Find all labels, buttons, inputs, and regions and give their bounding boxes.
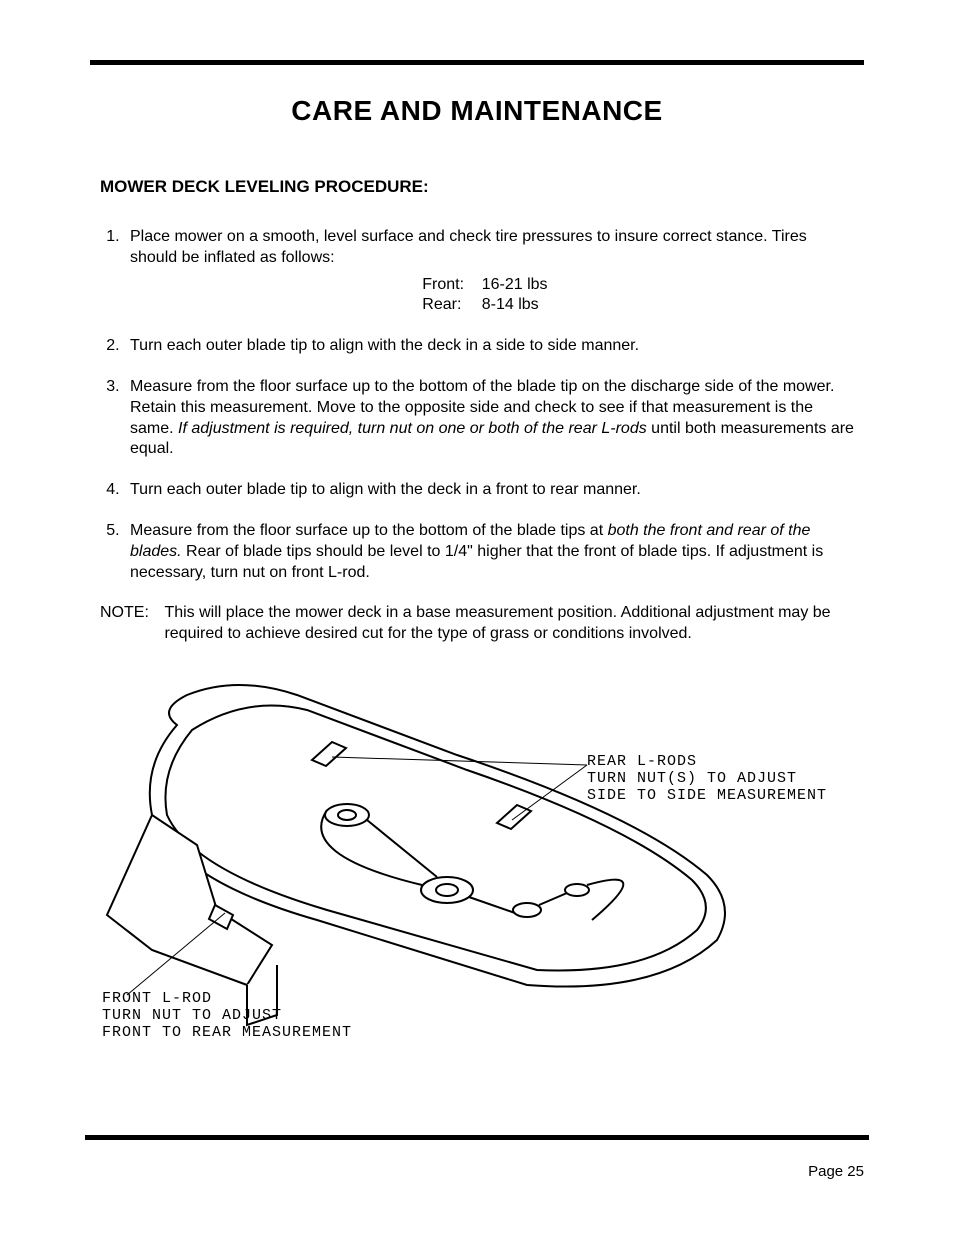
page-title: CARE AND MAINTENANCE [90,95,864,127]
fig-label-front: FRONT L-ROD TURN NUT TO ADJUST FRONT TO … [102,990,352,1042]
step-5-pre: Measure from the floor surface up to the… [130,522,608,539]
step-2-text: Turn each outer blade tip to align with … [130,337,639,354]
mower-deck-figure: REAR L-RODS TURN NUT(S) TO ADJUST SIDE T… [97,665,857,1065]
procedure-list: Place mower on a smooth, level surface a… [90,227,864,583]
step-3-emph: If adjustment is required, turn nut on o… [178,420,647,437]
step-2: Turn each outer blade tip to align with … [124,336,854,357]
step-5: Measure from the floor surface up to the… [124,521,854,583]
document-page: CARE AND MAINTENANCE MOWER DECK LEVELING… [0,0,954,1235]
top-rule [90,60,864,65]
tire-rear-label: Rear: [422,295,477,316]
step-3: Measure from the floor surface up to the… [124,377,854,460]
step-4: Turn each outer blade tip to align with … [124,480,854,501]
fig-label-rear: REAR L-RODS TURN NUT(S) TO ADJUST SIDE T… [587,753,827,805]
tire-rear-row: Rear: 8-14 lbs [130,295,854,316]
section-heading: MOWER DECK LEVELING PROCEDURE: [100,177,864,197]
step-4-text: Turn each outer blade tip to align with … [130,481,641,498]
tire-front-label: Front: [422,275,477,296]
step-5-post: Rear of blade tips should be level to 1/… [130,543,823,581]
step-1-text: Place mower on a smooth, level surface a… [130,228,807,266]
step-1: Place mower on a smooth, level surface a… [124,227,854,316]
tire-pressure-block: Front: 16-21 lbs Rear: 8-14 lbs [130,275,854,317]
note-text: This will place the mower deck in a base… [164,603,848,645]
page-number: Page 25 [808,1163,864,1180]
note-block: NOTE: This will place the mower deck in … [100,603,854,645]
tire-front-row: Front: 16-21 lbs [130,275,854,296]
tire-rear-value: 8-14 lbs [482,295,562,316]
bottom-rule [85,1135,869,1140]
note-label: NOTE: [100,603,160,624]
tire-front-value: 16-21 lbs [482,275,562,296]
